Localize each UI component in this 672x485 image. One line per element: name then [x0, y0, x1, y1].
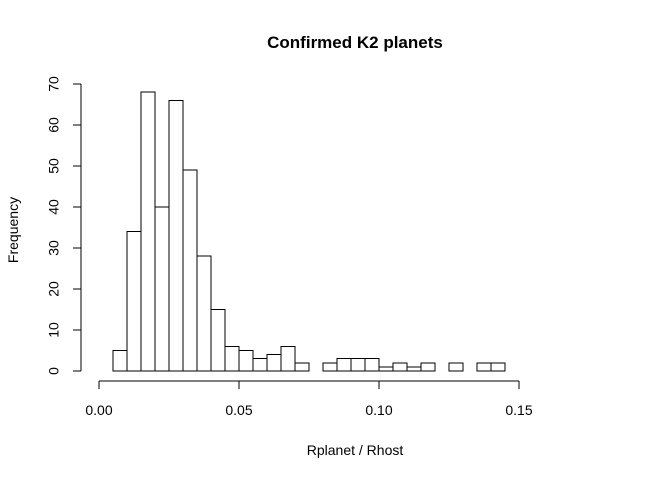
y-tick-label: 10 — [46, 322, 62, 338]
bars-group — [112, 91, 506, 372]
histogram-bar — [448, 362, 464, 372]
y-axis-label: Frequency — [5, 197, 21, 263]
histogram-bar — [322, 362, 338, 372]
histogram-bar — [266, 354, 282, 372]
x-tick-label: 0.05 — [225, 402, 252, 418]
y-tick-label: 60 — [46, 117, 62, 133]
y-tick-label: 70 — [46, 76, 62, 92]
histogram-bar — [420, 362, 436, 372]
y-tick-label: 20 — [46, 281, 62, 297]
x-tick-label: 0.00 — [85, 402, 112, 418]
x-axis: 0.00 0.05 0.10 0.15 — [85, 380, 533, 418]
histogram-bar — [280, 345, 296, 372]
y-axis: 0 10 20 30 40 50 60 70 — [46, 76, 82, 375]
y-tick-label: 30 — [46, 240, 62, 256]
histogram-bar — [196, 255, 212, 372]
histogram-bar — [140, 91, 156, 372]
histogram-bar — [154, 206, 170, 372]
histogram-bar — [476, 362, 492, 372]
y-tick-label: 40 — [46, 199, 62, 215]
y-tick-label: 0 — [46, 367, 62, 375]
histogram-bar — [392, 362, 408, 372]
histogram-bar — [252, 358, 268, 372]
histogram-bar — [112, 350, 128, 372]
histogram-bar — [350, 358, 366, 372]
histogram-bar — [294, 362, 310, 372]
x-tick-label: 0.15 — [505, 402, 532, 418]
histogram-bar — [490, 362, 506, 372]
histogram-bar — [238, 350, 254, 372]
histogram-bar — [126, 231, 142, 372]
chart-title: Confirmed K2 planets — [267, 33, 443, 52]
x-tick-label: 0.10 — [365, 402, 392, 418]
histogram-bar — [364, 358, 380, 372]
histogram-bar — [336, 358, 352, 372]
histogram-bar — [378, 366, 394, 372]
histogram-bar — [182, 169, 198, 372]
histogram-bar — [210, 309, 226, 372]
histogram-bar — [224, 345, 240, 372]
y-tick-label: 50 — [46, 158, 62, 174]
histogram-bar — [168, 99, 184, 372]
histogram-bar — [406, 366, 422, 372]
x-axis-label: Rplanet / Rhost — [307, 442, 404, 458]
